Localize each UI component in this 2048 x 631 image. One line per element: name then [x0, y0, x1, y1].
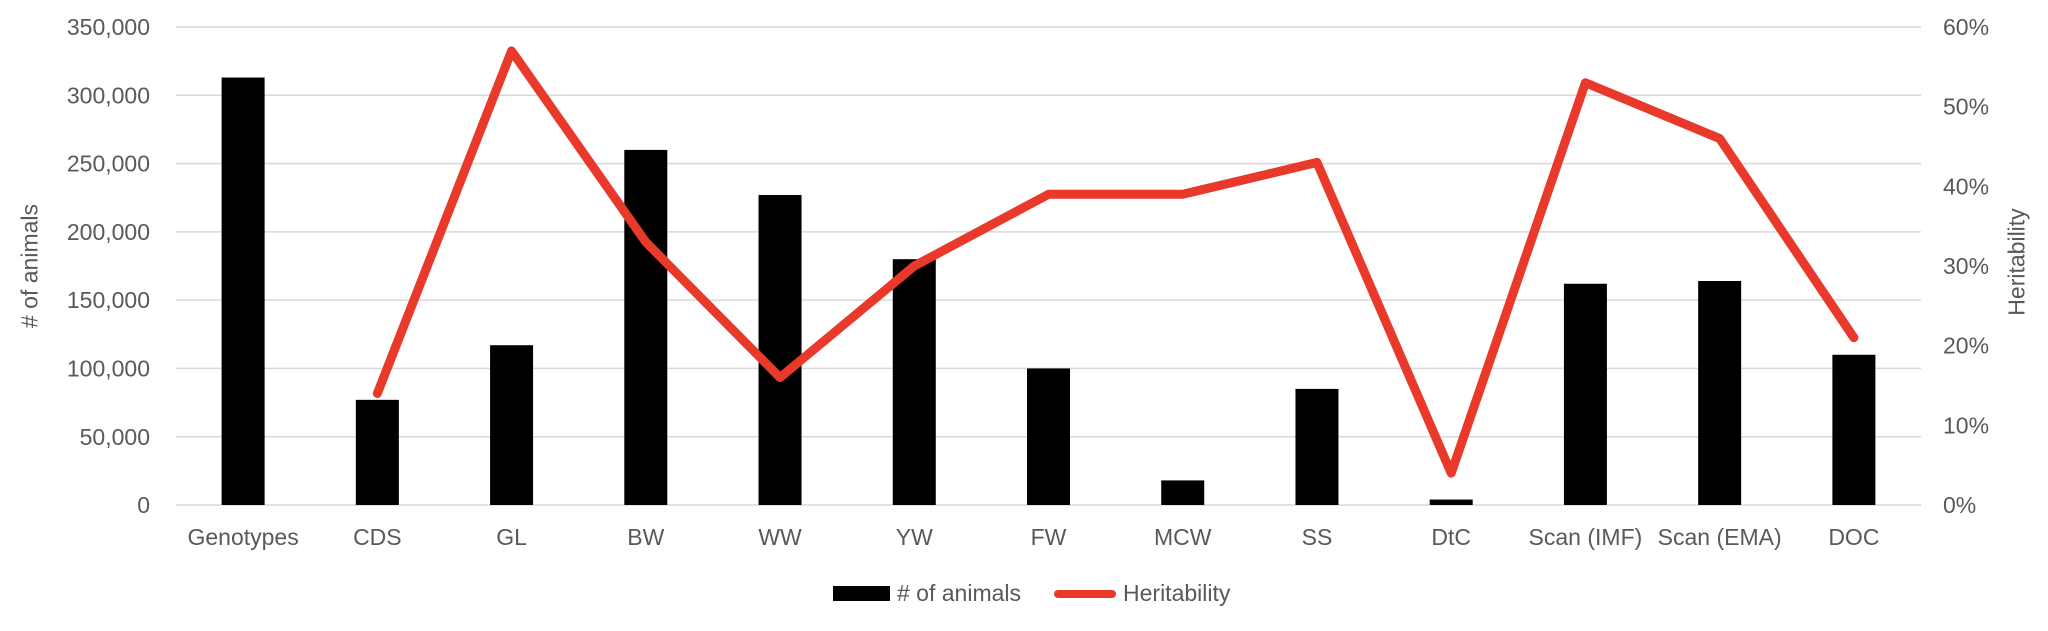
- category-label: GL: [496, 524, 527, 550]
- right-axis-tick-label: 30%: [1943, 253, 1989, 279]
- category-label: Genotypes: [187, 524, 298, 550]
- bar: [1832, 354, 1876, 505]
- left-axis-tick-label: 100,000: [67, 355, 150, 381]
- bar: [892, 259, 936, 505]
- category-label: WW: [758, 524, 802, 550]
- legend: # of animals Heritability: [833, 580, 1230, 607]
- category-label: DOC: [1828, 524, 1879, 550]
- bar: [1563, 283, 1607, 505]
- legend-item-heritability: Heritability: [1054, 580, 1230, 607]
- bar: [1429, 499, 1473, 505]
- left-axis-tick-label: 150,000: [67, 287, 150, 313]
- right-axis-tick-label: 0%: [1943, 492, 1976, 518]
- category-label: YW: [896, 524, 933, 550]
- bar: [1698, 281, 1742, 505]
- right-axis-tick-label: 10%: [1943, 412, 1989, 438]
- category-label: Scan (IMF): [1529, 524, 1643, 550]
- bar: [624, 149, 668, 505]
- right-axis-tick-label: 40%: [1943, 173, 1989, 199]
- bar: [1027, 368, 1070, 505]
- bar-series-swatch: [833, 586, 890, 601]
- legend-item-animals: # of animals: [833, 580, 1021, 607]
- bar: [355, 399, 399, 505]
- heritability-line: [372, 46, 1859, 478]
- left-axis-tick-label: 0: [137, 492, 150, 518]
- category-label: SS: [1302, 524, 1333, 550]
- category-label: FW: [1031, 524, 1067, 550]
- category-label: DtC: [1431, 524, 1471, 550]
- right-axis-tick-label: 50%: [1943, 94, 1989, 120]
- left-axis-tick-label: 50,000: [80, 424, 150, 450]
- category-label: Scan (EMA): [1658, 524, 1782, 550]
- right-axis-tick-label: 60%: [1943, 14, 1989, 40]
- category-label: CDS: [353, 524, 402, 550]
- bar: [758, 194, 802, 506]
- category-label: MCW: [1154, 524, 1212, 550]
- bar: [1295, 388, 1339, 505]
- left-axis-tick-label: 200,000: [67, 219, 150, 245]
- line-series-swatch: [1054, 589, 1117, 598]
- bar: [1161, 480, 1205, 505]
- bar: [221, 77, 265, 505]
- right-axis-title: Heritability: [2003, 208, 2030, 316]
- left-axis-tick-label: 250,000: [67, 151, 150, 177]
- bar: [490, 345, 534, 505]
- left-axis-tick-label: 350,000: [67, 14, 150, 40]
- left-axis-tick-label: 300,000: [67, 82, 150, 108]
- category-label: BW: [627, 524, 664, 550]
- right-axis-tick-label: 20%: [1943, 333, 1989, 359]
- left-axis-title: # of animals: [16, 203, 43, 329]
- legend-label-heritability: Heritability: [1123, 580, 1231, 606]
- legend-label-animals: # of animals: [897, 580, 1022, 606]
